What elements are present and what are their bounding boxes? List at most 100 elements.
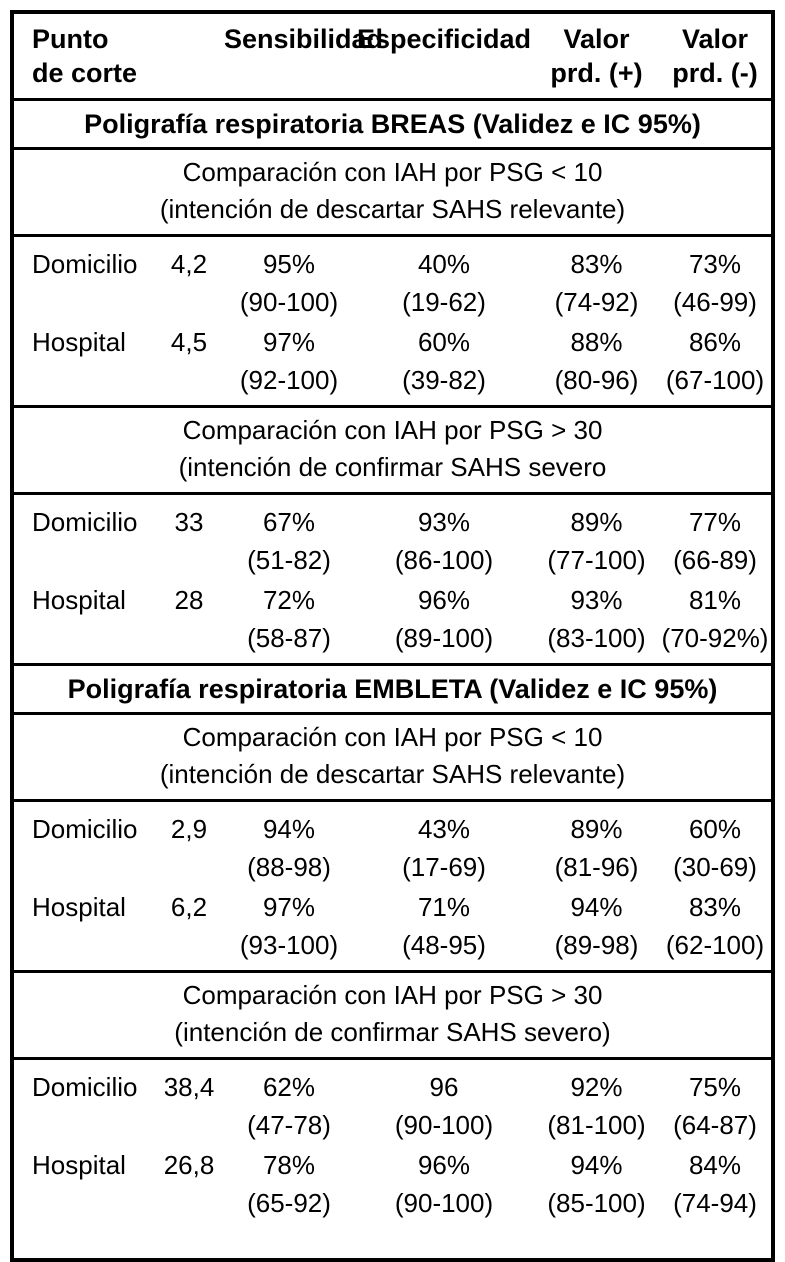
sensitivity-value: 78% bbox=[262, 1150, 316, 1180]
sensitivity-value: 97% bbox=[262, 327, 316, 357]
sensitivity-ci: (90-100) bbox=[239, 287, 339, 317]
npv-cell: 73% (46-99) bbox=[659, 245, 771, 321]
header-valor-neg-line1: Valor bbox=[681, 24, 749, 54]
header-especificidad: Especificidad bbox=[356, 24, 532, 54]
ppv-cell: 94% (89-98) bbox=[534, 888, 659, 964]
sensitivity-ci: (93-100) bbox=[239, 930, 339, 960]
ppv-ci: (81-96) bbox=[554, 852, 639, 882]
specificity-value: 40% bbox=[417, 249, 471, 279]
ppv-ci: (81-100) bbox=[547, 1110, 646, 1140]
npv-cell: 83% (62-100) bbox=[659, 888, 771, 964]
note-line1: Comparación con IAH por PSG < 10 bbox=[182, 157, 603, 187]
sensitivity-ci: (65-92) bbox=[247, 1188, 331, 1218]
ppv-value: 93% bbox=[570, 585, 623, 615]
sensitivity-cell: 67% (51-82) bbox=[224, 503, 354, 579]
sensitivity-cell: 97% (93-100) bbox=[224, 888, 354, 964]
ppv-value: 89% bbox=[570, 814, 623, 844]
specificity-ci: (39-82) bbox=[402, 365, 486, 395]
note-line2: (intención de descartar SAHS relevante) bbox=[159, 759, 626, 789]
table-row: Domicilio 4,2 95% (90-100) 40% (19-62) 8… bbox=[14, 245, 771, 321]
specificity-cell: 96% (89-100) bbox=[354, 581, 534, 657]
specificity-value: 96% bbox=[417, 1150, 471, 1180]
npv-value: 83% bbox=[688, 892, 742, 922]
cutoff-value: 2,9 bbox=[170, 814, 208, 844]
npv-value: 75% bbox=[688, 1072, 742, 1102]
npv-ci: (74-94) bbox=[673, 1188, 757, 1218]
npv-value: 84% bbox=[688, 1150, 742, 1180]
header-valor-neg-line2: prd. (-) bbox=[672, 58, 758, 88]
sensitivity-cell: 78% (65-92) bbox=[224, 1146, 354, 1222]
specificity-ci: (19-62) bbox=[402, 287, 486, 317]
npv-ci: (70-92%) bbox=[661, 623, 769, 653]
table-row: Hospital 4,5 97% (92-100) 60% (39-82) 88… bbox=[14, 323, 771, 399]
npv-value: 73% bbox=[688, 249, 742, 279]
header-valor-prd-neg: Valor prd. (-) bbox=[659, 22, 771, 90]
table-row: Hospital 28 72% (58-87) 96% (89-100) 93%… bbox=[14, 581, 771, 657]
specificity-cell: 93% (86-100) bbox=[354, 503, 534, 579]
sensitivity-ci: (58-87) bbox=[247, 623, 331, 653]
header-valor-pos-line2: prd. (+) bbox=[550, 58, 643, 88]
sensitivity-cell: 94% (88-98) bbox=[224, 810, 354, 886]
sensitivity-cell: 72% (58-87) bbox=[224, 581, 354, 657]
row-label: Hospital bbox=[32, 892, 126, 922]
specificity-ci: (48-95) bbox=[402, 930, 486, 960]
npv-ci: (67-100) bbox=[665, 365, 765, 395]
specificity-cell: 43% (17-69) bbox=[354, 810, 534, 886]
sensitivity-ci: (92-100) bbox=[239, 365, 339, 395]
specificity-ci: (89-100) bbox=[394, 623, 494, 653]
npv-value: 81% bbox=[688, 585, 742, 615]
specificity-cell: 71% (48-95) bbox=[354, 888, 534, 964]
specificity-cell: 96 (90-100) bbox=[354, 1068, 534, 1144]
section-title-breas: Poligrafía respiratoria BREAS (Validez e… bbox=[14, 101, 771, 150]
sensitivity-ci: (47-78) bbox=[247, 1110, 331, 1140]
ppv-ci: (80-96) bbox=[554, 365, 639, 395]
cutoff-value: 4,5 bbox=[170, 327, 208, 357]
npv-cell: 81% (70-92%) bbox=[659, 581, 771, 657]
table-row: Domicilio 38,4 62% (47-78) 96 (90-100) 9… bbox=[14, 1068, 771, 1144]
ppv-ci: (74-92) bbox=[554, 287, 639, 317]
subsection-note: Comparación con IAH por PSG > 30 (intenc… bbox=[14, 973, 771, 1060]
row-label: Domicilio bbox=[32, 249, 138, 279]
data-block: Domicilio 4,2 95% (90-100) 40% (19-62) 8… bbox=[14, 237, 771, 408]
header-valor-prd-pos: Valor prd. (+) bbox=[534, 22, 659, 90]
npv-cell: 60% (30-69) bbox=[659, 810, 771, 886]
specificity-value: 60% bbox=[417, 327, 471, 357]
sensitivity-value: 97% bbox=[262, 892, 316, 922]
table-row: Hospital 6,2 97% (93-100) 71% (48-95) 94… bbox=[14, 888, 771, 964]
ppv-cell: 89% (81-96) bbox=[534, 810, 659, 886]
header-valor-pos-line1: Valor bbox=[563, 24, 630, 54]
validity-table: Punto de corte Sensibilidad Especificida… bbox=[10, 10, 775, 1262]
subsection-note: Comparación con IAH por PSG < 10 (intenc… bbox=[14, 715, 771, 802]
sensitivity-cell: 97% (92-100) bbox=[224, 323, 354, 399]
specificity-cell: 96% (90-100) bbox=[354, 1146, 534, 1222]
sensitivity-value: 95% bbox=[262, 249, 316, 279]
row-label: Domicilio bbox=[32, 1072, 138, 1102]
cutoff-value: 6,2 bbox=[170, 892, 208, 922]
sensitivity-value: 62% bbox=[262, 1072, 316, 1102]
data-block: Domicilio 2,9 94% (88-98) 43% (17-69) 89… bbox=[14, 802, 771, 973]
npv-cell: 86% (67-100) bbox=[659, 323, 771, 399]
note-line2: (intención de confirmar SAHS severo) bbox=[174, 1017, 611, 1047]
ppv-ci: (77-100) bbox=[547, 545, 646, 575]
row-label: Domicilio bbox=[32, 507, 138, 537]
specificity-value: 43% bbox=[417, 814, 471, 844]
sensitivity-value: 67% bbox=[262, 507, 316, 537]
ppv-cell: 94% (85-100) bbox=[534, 1146, 659, 1222]
npv-cell: 77% (66-89) bbox=[659, 503, 771, 579]
note-line2: (intención de descartar SAHS relevante) bbox=[159, 194, 626, 224]
header-punto-de-corte: Punto de corte bbox=[14, 22, 224, 90]
sensitivity-ci: (51-82) bbox=[247, 545, 331, 575]
npv-value: 77% bbox=[688, 507, 742, 537]
specificity-value: 71% bbox=[417, 892, 471, 922]
header-punto-line2: de corte bbox=[32, 58, 138, 88]
table-header: Punto de corte Sensibilidad Especificida… bbox=[14, 14, 771, 101]
ppv-ci: (85-100) bbox=[547, 1188, 646, 1218]
row-label: Hospital bbox=[32, 585, 126, 615]
npv-cell: 84% (74-94) bbox=[659, 1146, 771, 1222]
sensitivity-cell: 62% (47-78) bbox=[224, 1068, 354, 1144]
sensitivity-ci: (88-98) bbox=[247, 852, 331, 882]
note-line1: Comparación con IAH por PSG > 30 bbox=[182, 415, 603, 445]
specificity-cell: 40% (19-62) bbox=[354, 245, 534, 321]
npv-ci: (66-89) bbox=[673, 545, 757, 575]
ppv-value: 92% bbox=[570, 1072, 623, 1102]
